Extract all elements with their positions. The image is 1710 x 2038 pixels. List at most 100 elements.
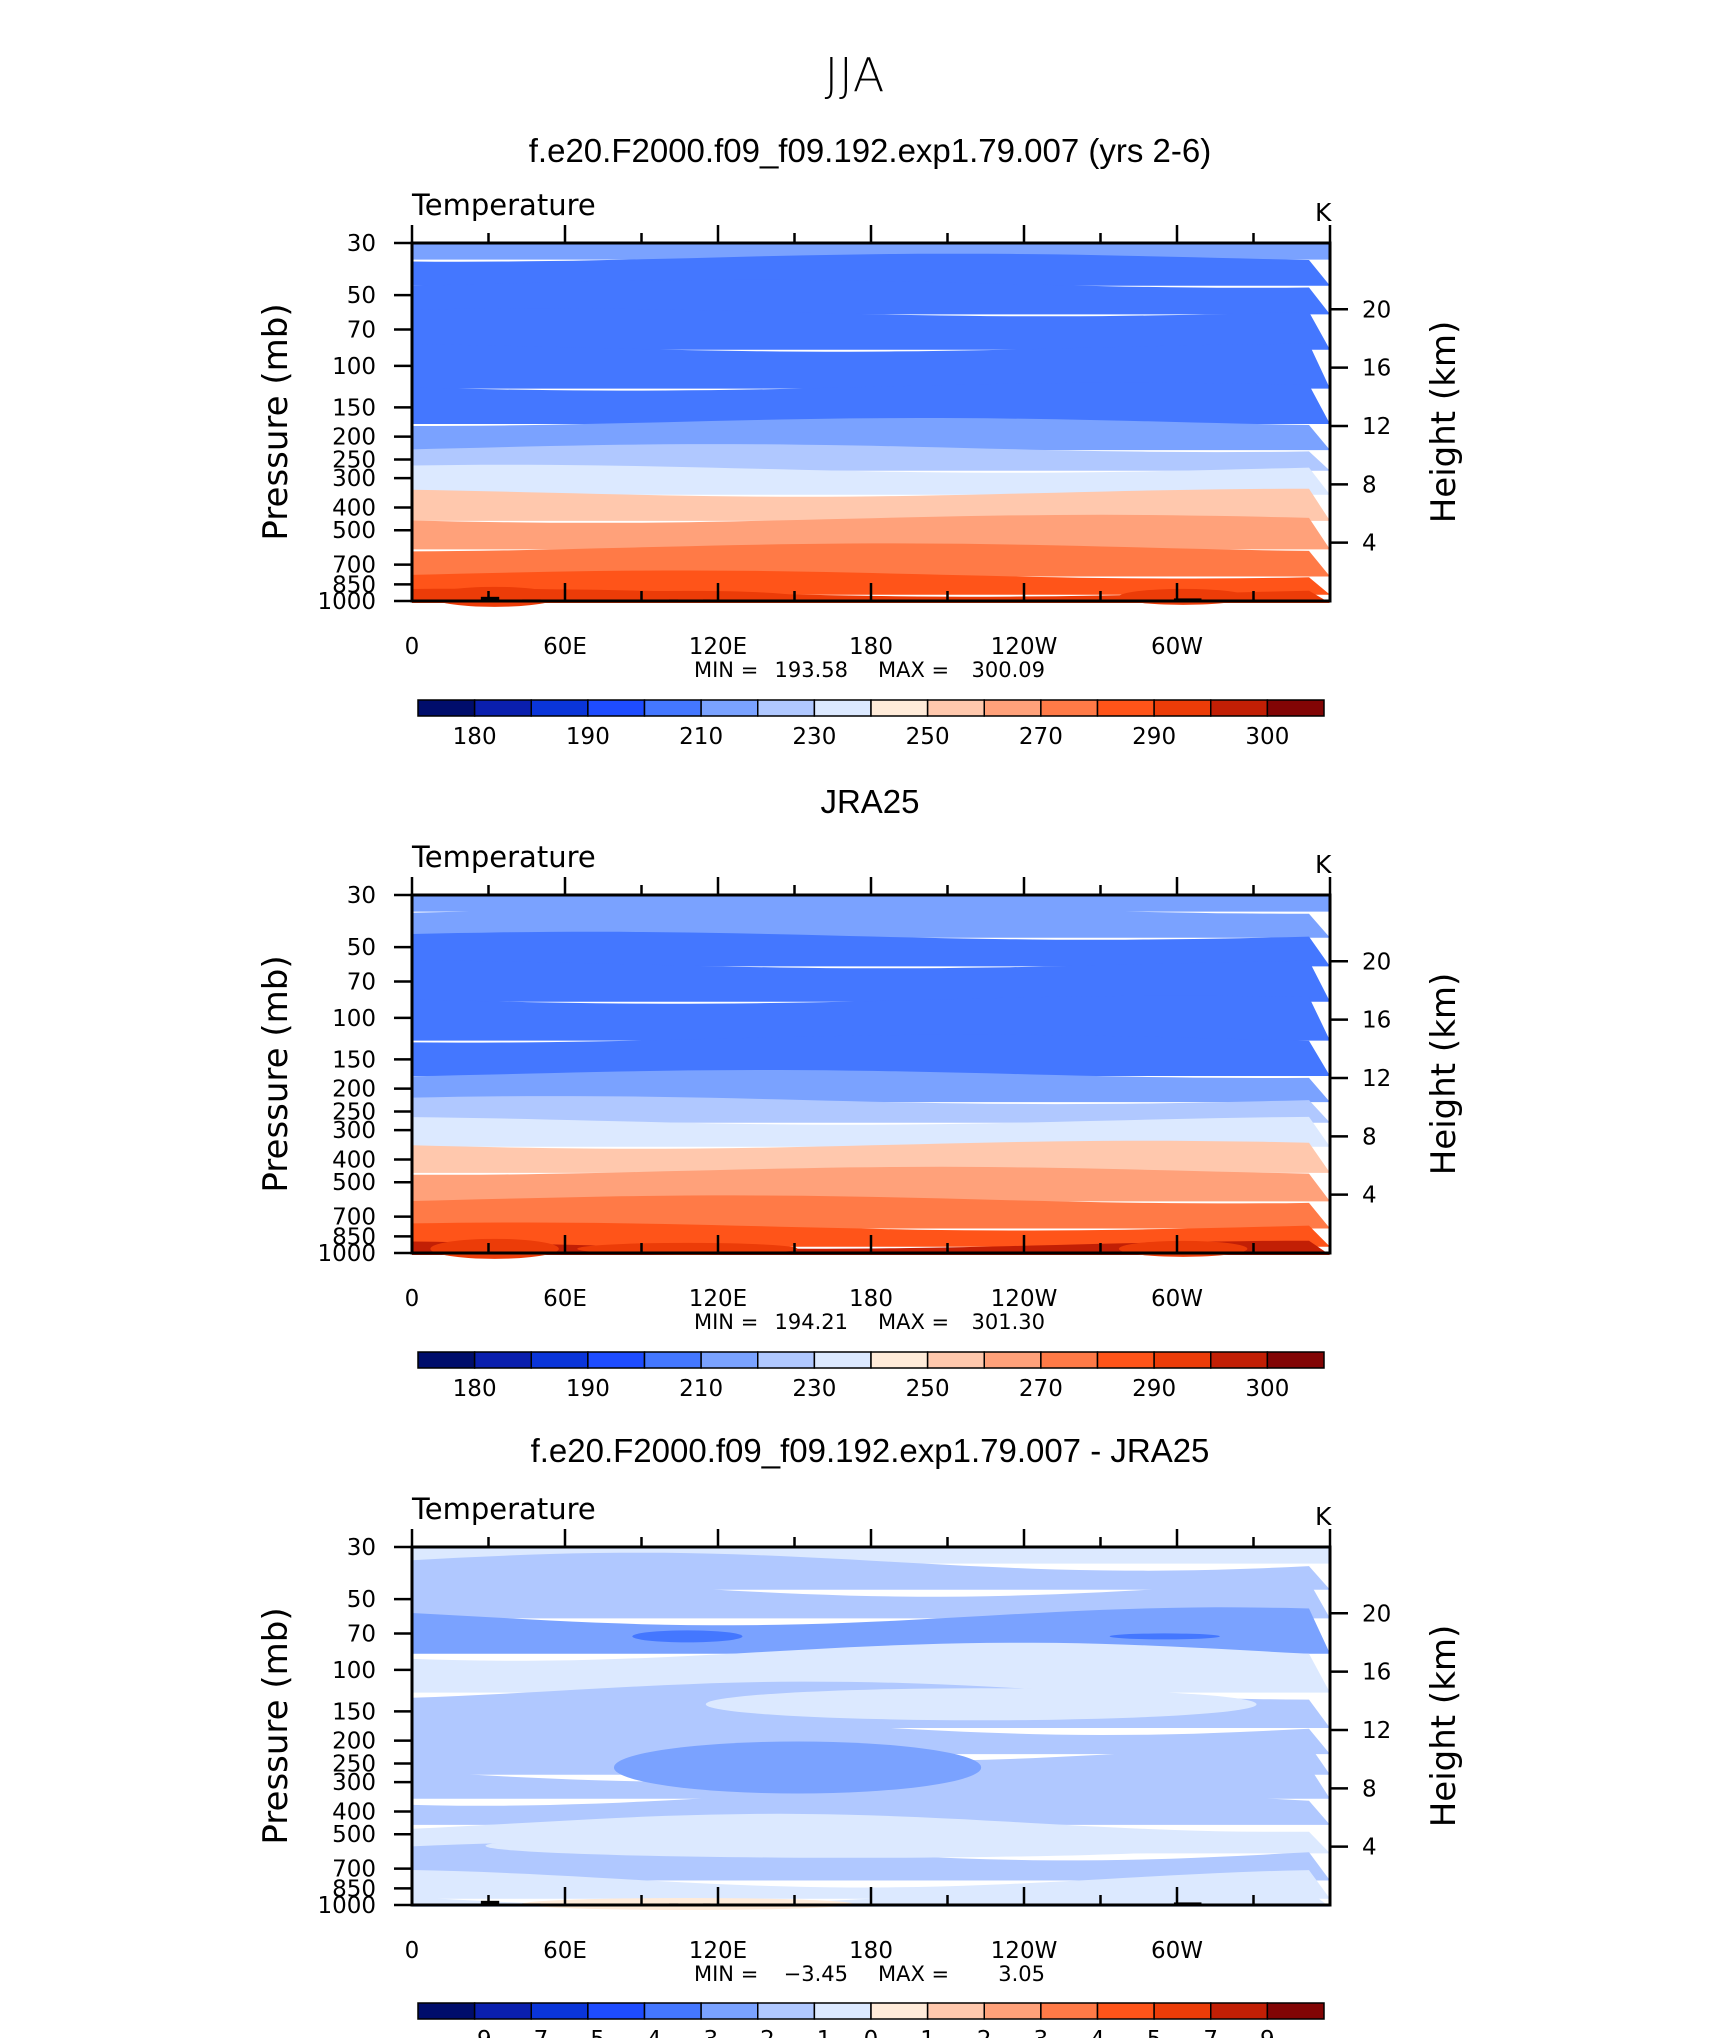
colorbar-swatch [530, 1351, 589, 1369]
colorbar-label: −9 [458, 2027, 492, 2038]
x-tick-label: 60E [543, 1938, 587, 1964]
pressure-tick-label: 200 [332, 1077, 376, 1103]
contour-fill [412, 243, 1330, 603]
height-tick-label: 8 [1362, 1776, 1377, 1802]
pressure-tick-label: 50 [347, 1587, 376, 1613]
y2-axis-title: Height (km) [1424, 1625, 1464, 1828]
height-tick-label: 16 [1362, 1660, 1391, 1686]
pressure-tick-label: 100 [332, 1006, 376, 1032]
contour-band [412, 488, 1330, 521]
pressure-tick-label: 150 [332, 1047, 376, 1073]
colorbar-swatch [757, 2002, 816, 2020]
x-tick-label: 0 [405, 1938, 420, 1964]
contour-band [412, 570, 1330, 595]
contour-band [412, 444, 1330, 471]
colorbar-swatch [926, 699, 985, 717]
pressure-tick-label: 500 [332, 518, 376, 544]
colorbar: −9 −7 −5 −4 −3 −2 −1 0 1 2 3 4 5 7 9 [417, 2002, 1325, 2038]
pressure-tick-label: 300 [332, 1118, 376, 1144]
colorbar-swatch [700, 699, 759, 717]
height-tick-label: 20 [1362, 1601, 1391, 1627]
colorbar-swatch [983, 699, 1042, 717]
colorbar-swatch [813, 2002, 872, 2020]
contour-fill [412, 895, 1330, 1255]
panel-2-title: JRA25 [820, 783, 920, 820]
colorbar-swatch [643, 1351, 702, 1369]
contour-band [412, 995, 1330, 1041]
colorbar-swatch [926, 1351, 985, 1369]
colorbar-swatch [1096, 2002, 1155, 2020]
pressure-tick-label: 100 [332, 1658, 376, 1684]
contour-band [412, 1166, 1330, 1202]
panel-1: 0 60E 120E 180 120W 60W3050701001502002503004… [256, 188, 1464, 750]
pressure-tick-label: 150 [332, 395, 376, 421]
x-tick-label: 120E [689, 1286, 747, 1312]
x-tick-label: 60E [543, 634, 587, 660]
max-label: MAX = [878, 1962, 949, 1986]
colorbar-label: −2 [741, 2027, 775, 2038]
contour-patch [613, 1741, 982, 1794]
contour-band [412, 1787, 1330, 1825]
max-value: 3.05 [998, 1962, 1045, 1986]
height-tick-label: 16 [1362, 1008, 1391, 1034]
contour-band [412, 931, 1330, 967]
contour-patch [632, 1630, 743, 1643]
height-tick-label: 12 [1362, 414, 1391, 440]
height-tick-label: 4 [1362, 1835, 1377, 1861]
min-label: MIN = [694, 1310, 758, 1334]
contour-patch [705, 1688, 1257, 1721]
panel-1-title: f.e20.F2000.f09_f09.192.exp1.79.007 (yrs… [528, 132, 1212, 169]
pressure-tick-label: 700 [332, 1857, 376, 1883]
colorbar-label: 2 [977, 2027, 992, 2038]
pressure-tick-label: 150 [332, 1699, 376, 1725]
min-value: 194.21 [775, 1310, 848, 1334]
colorbar-swatch [1266, 1351, 1325, 1369]
units-label: K [1315, 198, 1332, 227]
x-tick-label: 180 [849, 634, 893, 660]
colorbar: 180 190 210 230 250 270 290 300 [417, 1351, 1325, 1402]
contour-band [412, 1642, 1330, 1693]
colorbar-swatch [813, 1351, 872, 1369]
height-tick-label: 8 [1362, 472, 1377, 498]
colorbar-swatch [870, 2002, 929, 2020]
pressure-tick-label: 200 [332, 425, 376, 451]
max-label: MAX = [878, 658, 949, 682]
colorbar-swatch [587, 2002, 646, 2020]
height-tick-label: 4 [1362, 531, 1377, 557]
colorbar-swatch [473, 1351, 532, 1369]
contour-band [412, 1578, 1330, 1619]
colorbar-swatch [1210, 2002, 1269, 2020]
variable-label: Temperature [411, 840, 596, 874]
contour-band [412, 514, 1330, 550]
colorbar-label: 230 [792, 1376, 836, 1402]
colorbar-label: 270 [1019, 724, 1063, 750]
colorbar-label: 9 [1260, 2027, 1275, 2038]
contour-patch [485, 1833, 1220, 1858]
colorbar-swatch [473, 2002, 532, 2020]
contour-band [412, 343, 1330, 389]
contour-band [412, 960, 1330, 1002]
x-tick-label: 60W [1151, 1286, 1203, 1312]
pressure-tick-label: 300 [332, 1770, 376, 1796]
figure-title: JJA [824, 48, 886, 102]
max-value: 301.30 [972, 1310, 1045, 1334]
contour-band [412, 308, 1330, 350]
panel-3-title: f.e20.F2000.f09_f09.192.exp1.79.007 - JR… [530, 1432, 1210, 1469]
pressure-tick-label: 400 [332, 1799, 376, 1825]
pressure-tick-label: 300 [332, 466, 376, 492]
colorbar-swatch [700, 1351, 759, 1369]
min-label: MIN = [694, 1962, 758, 1986]
height-tick-label: 12 [1362, 1066, 1391, 1092]
surface-maximum [430, 1238, 559, 1259]
contour-band [412, 1070, 1330, 1103]
colorbar-swatch [1210, 699, 1269, 717]
colorbar-label: 230 [792, 724, 836, 750]
colorbar-swatch [587, 1351, 646, 1369]
colorbar-swatch [417, 2002, 476, 2020]
colorbar-label: 290 [1132, 724, 1176, 750]
colorbar-swatch [473, 699, 532, 717]
colorbar-swatch [1040, 2002, 1099, 2020]
pressure-tick-label: 200 [332, 1729, 376, 1755]
colorbar-label: 3 [1034, 2027, 1049, 2038]
